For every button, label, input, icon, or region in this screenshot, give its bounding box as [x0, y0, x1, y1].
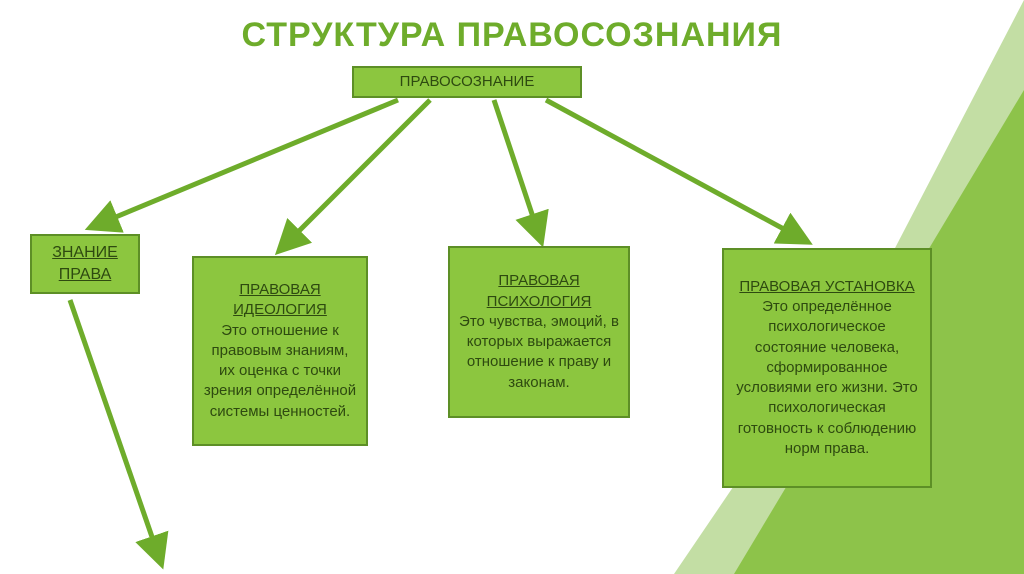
- node-attitude-body: Это определённое психологическое состоян…: [732, 297, 922, 459]
- node-root: ПРАВОСОЗНАНИЕ: [352, 66, 582, 98]
- node-psychology: ПРАВОВАЯ ПСИХОЛОГИЯ Это чувства, эмоций,…: [448, 246, 630, 418]
- node-attitude-heading: ПРАВОВАЯ УСТАНОВКА: [739, 277, 914, 297]
- node-psychology-heading: ПРАВОВАЯ: [498, 271, 579, 291]
- page-title: СТРУКТУРА ПРАВОСОЗНАНИЯ: [0, 16, 1024, 55]
- arrow-4: [70, 300, 160, 560]
- arrow-3: [546, 100, 804, 240]
- node-knowledge: ЗНАНИЕ ПРАВА: [30, 234, 140, 294]
- node-ideology-heading2: ИДЕОЛОГИЯ: [233, 300, 327, 320]
- node-psychology-body: Это чувства, эмоций, в которых выражаетс…: [458, 312, 620, 393]
- node-root-label: ПРАВОСОЗНАНИЕ: [400, 72, 535, 92]
- node-ideology-heading: ПРАВОВАЯ: [239, 280, 320, 300]
- node-attitude: ПРАВОВАЯ УСТАНОВКА Это определённое псих…: [722, 248, 932, 488]
- node-knowledge-heading2: ПРАВА: [59, 264, 112, 286]
- arrow-1: [282, 100, 430, 248]
- arrow-2: [494, 100, 540, 238]
- node-ideology-body: Это отношение к правовым знаниям, их оце…: [202, 321, 358, 422]
- node-ideology: ПРАВОВАЯ ИДЕОЛОГИЯ Это отношение к право…: [192, 256, 368, 446]
- node-knowledge-heading: ЗНАНИЕ: [52, 242, 118, 264]
- node-psychology-heading2: ПСИХОЛОГИЯ: [487, 292, 592, 312]
- arrow-0: [94, 100, 398, 226]
